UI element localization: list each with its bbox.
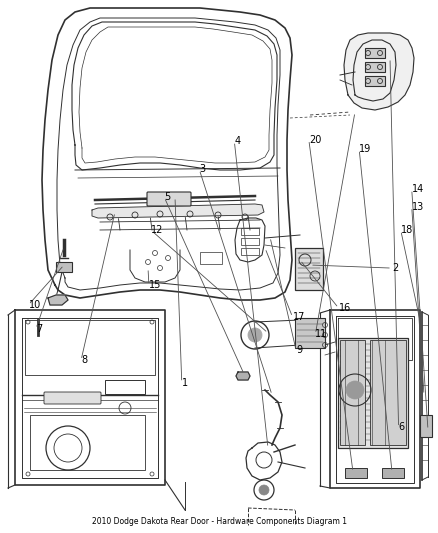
FancyBboxPatch shape xyxy=(147,192,191,206)
Text: 6: 6 xyxy=(399,423,405,432)
Text: 14: 14 xyxy=(412,184,424,194)
Text: 11: 11 xyxy=(315,329,328,339)
FancyBboxPatch shape xyxy=(44,392,101,404)
Bar xyxy=(200,252,222,264)
Circle shape xyxy=(259,485,269,495)
Bar xyxy=(365,48,385,58)
Bar xyxy=(241,248,259,255)
Bar xyxy=(365,76,385,86)
Bar xyxy=(105,380,145,394)
Polygon shape xyxy=(48,295,68,305)
Text: 10: 10 xyxy=(28,300,41,310)
Text: 4: 4 xyxy=(234,136,240,146)
Bar xyxy=(338,338,408,448)
Polygon shape xyxy=(236,372,250,380)
Bar xyxy=(295,248,323,290)
Text: 16: 16 xyxy=(339,303,351,313)
Text: 9: 9 xyxy=(296,345,302,355)
Text: 7: 7 xyxy=(36,324,42,334)
Bar xyxy=(56,262,72,272)
Text: 12: 12 xyxy=(151,225,163,235)
Text: 15: 15 xyxy=(149,280,161,290)
Bar xyxy=(340,340,365,445)
Text: 2010 Dodge Dakota Rear Door - Hardware Components Diagram 1: 2010 Dodge Dakota Rear Door - Hardware C… xyxy=(92,516,346,526)
Bar xyxy=(295,318,325,348)
Text: 3: 3 xyxy=(199,165,205,174)
Polygon shape xyxy=(344,33,414,110)
Text: 1: 1 xyxy=(182,378,188,387)
Bar xyxy=(241,238,259,245)
Text: 20: 20 xyxy=(309,135,321,144)
Bar xyxy=(382,468,404,478)
Circle shape xyxy=(346,381,364,399)
Bar xyxy=(345,468,367,478)
Bar xyxy=(365,62,385,72)
Text: 5: 5 xyxy=(164,192,170,202)
Text: 18: 18 xyxy=(401,225,413,235)
Bar xyxy=(370,340,406,445)
Bar xyxy=(241,228,259,235)
Text: 19: 19 xyxy=(359,144,371,154)
Text: 2: 2 xyxy=(392,263,398,273)
Bar xyxy=(30,415,145,470)
Text: 8: 8 xyxy=(81,356,87,365)
Text: 17: 17 xyxy=(293,312,305,322)
Circle shape xyxy=(248,328,262,342)
Polygon shape xyxy=(92,204,264,218)
Bar xyxy=(420,415,432,437)
Text: 13: 13 xyxy=(412,202,424,212)
